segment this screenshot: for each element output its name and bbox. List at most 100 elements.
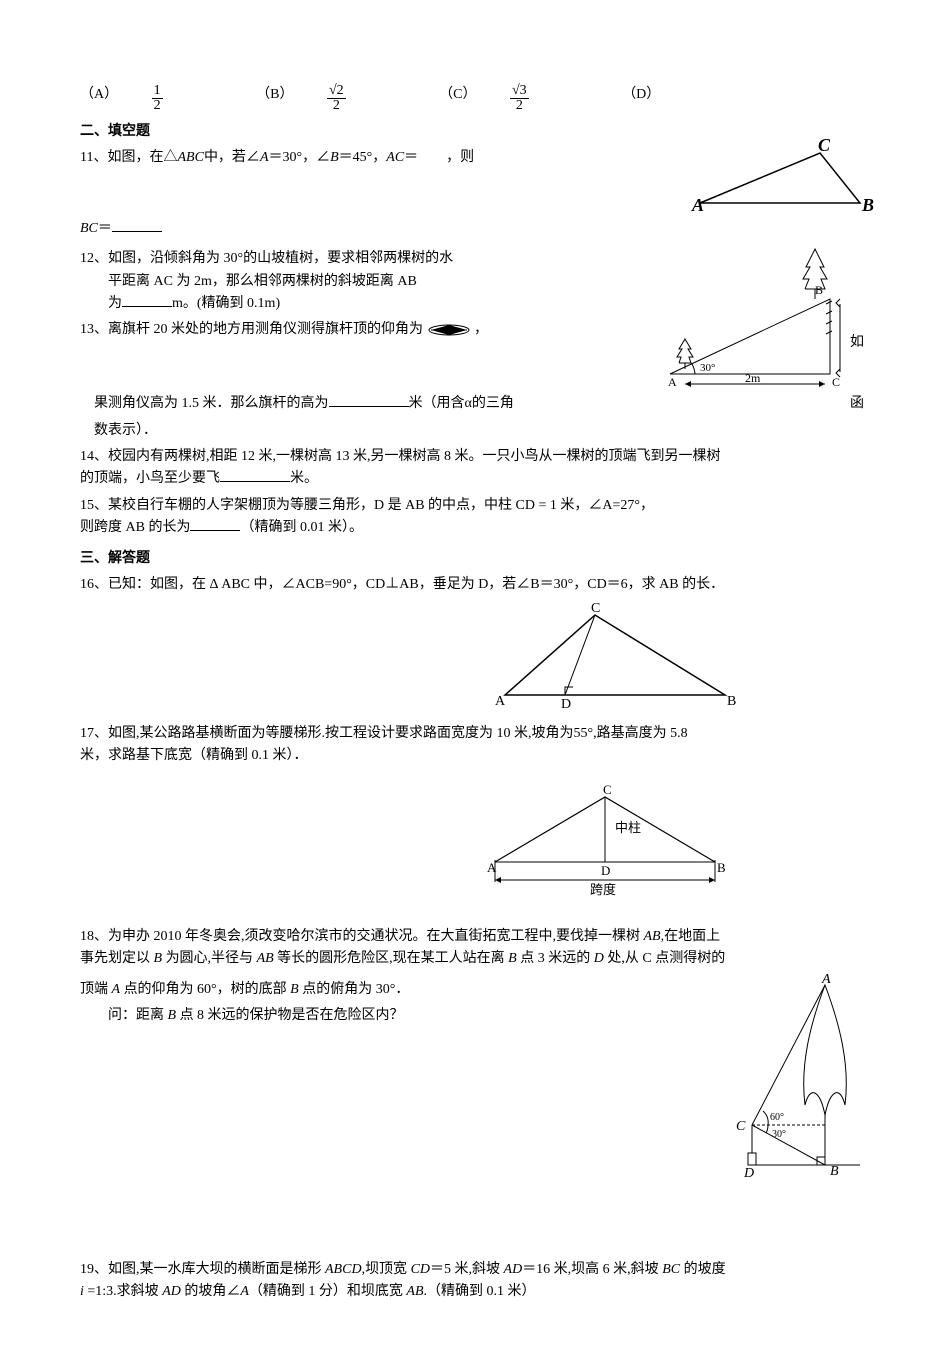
lbl-B: B [830, 1164, 839, 1179]
fig-triangle-abc: A B C [690, 143, 870, 223]
t: AB [406, 1284, 423, 1299]
lbl-A: A [691, 195, 704, 215]
t: BC [80, 221, 98, 236]
q12-l2: 平距离 AC 为 2m，那么相邻两棵树的斜坡距离 AB [80, 271, 650, 293]
lbl-D: D [601, 863, 610, 878]
a60: 60° [770, 1112, 784, 1123]
t: 11、如图，在△ [80, 150, 177, 165]
t: ＝5 米,斜坡 [430, 1262, 504, 1277]
t: AB [257, 951, 274, 966]
t: 18、为申办 2010 年冬奥会,须改变哈尔滨市的交通状况。在大直街拓宽工程中,… [80, 929, 644, 944]
opt-d: （D） [622, 84, 690, 106]
t: 果测角仪高为 1.5 米．那么旗杆的高为 [80, 396, 329, 411]
opt-d-label: （D） [622, 84, 660, 106]
fig-trees-slope: 30° A B C 2m [650, 244, 850, 389]
frac-c: √3 2 [510, 84, 559, 113]
lbl-C: C [818, 135, 831, 155]
q11-cont: BC＝ [80, 218, 690, 240]
fig-tree-danger: 60° 30° A B C D [730, 975, 870, 1195]
den: 2 [327, 99, 346, 113]
num: √2 [327, 84, 346, 99]
t: B [154, 951, 163, 966]
fig-iso-triangle-span: C A D B 中柱 跨度 [475, 782, 735, 902]
t: 13、离旗杆 20 米处的地方用测角仪测得旗杆顶的仰角为 [80, 322, 423, 337]
t: 处,从 C 点测得树的 [604, 951, 725, 966]
t: 米。 [290, 471, 318, 486]
t: 事先划定以 [80, 951, 154, 966]
q14: 14、校园内有两棵树,相距 12 米,一棵树高 13 米,另一棵树高 8 米。一… [80, 446, 870, 491]
span: 跨度 [590, 882, 616, 897]
den: 2 [510, 99, 529, 113]
t: 的坡角∠ [181, 1284, 241, 1299]
q16: 16、已知：如图，在 Δ ABC 中，∠ACB=90°，CD⊥AB，垂足为 D，… [80, 574, 870, 596]
t: AD [162, 1284, 181, 1299]
q13-rightcol: 如 [850, 244, 870, 354]
section-solve: 三、解答题 [80, 548, 870, 570]
opt-b: （B） √2 2 [256, 84, 406, 113]
t: 为圆心,半径与 [162, 951, 257, 966]
t: B [330, 150, 339, 165]
t: AB [644, 929, 661, 944]
blank [329, 406, 409, 407]
fig-right-triangle-cd: A B C D [485, 600, 745, 710]
t: AD [504, 1262, 523, 1277]
lbl-B: B [717, 860, 726, 875]
t: 点 3 米远的 [517, 951, 594, 966]
a30: 30° [772, 1129, 786, 1140]
t: A [240, 1284, 249, 1299]
mc-options: （A） 1 2 （B） √2 2 （C） √3 2 （D） [80, 84, 870, 113]
t: 的坡度 [680, 1262, 726, 1277]
t: 则跨度 AB 的长为 [80, 520, 190, 535]
q13: 13、离旗杆 20 米处的地方用测角仪测得旗杆顶的仰角为 ， [80, 319, 650, 341]
t: ABCD [325, 1262, 362, 1277]
frac-b: √2 2 [327, 84, 376, 113]
t: （精确到 0.01 米）。 [240, 520, 363, 535]
lbl-C: C [736, 1119, 746, 1134]
t: 问：距离 [108, 1008, 168, 1023]
frac-a: 1 2 [152, 84, 193, 113]
t: BC [662, 1262, 680, 1277]
lbl-B: B [727, 694, 736, 709]
t: 12、如图，沿倾斜角为 30°的山坡植树，要求相邻两棵树的水 [80, 248, 650, 270]
q18: 18、为申办 2010 年冬奥会,须改变哈尔滨市的交通状况。在大直街拓宽工程中,… [80, 926, 870, 971]
t: ,在地面上 [661, 929, 721, 944]
t: 如 [850, 332, 870, 354]
lbl-D: D [743, 1166, 754, 1181]
lbl-A: A [821, 972, 831, 987]
den: 2 [152, 99, 163, 113]
q19: 19、如图,某一水库大坝的横断面是梯形 ABCD,坝顶宽 CD＝5 米,斜坡 A… [80, 1259, 870, 1304]
t: .（精确到 0.1 米） [424, 1284, 536, 1299]
t: 14、校园内有两棵树,相距 12 米,一棵树高 13 米,另一棵树高 8 米。一… [80, 449, 721, 464]
t: 19、如图,某一水库大坝的横断面是梯形 [80, 1262, 325, 1277]
dist: 2m [745, 371, 761, 385]
t: 为 [108, 296, 122, 311]
q12-l3: 为m。(精确到 0.1m) [80, 293, 650, 315]
q17: 17、如图,某公路路基横断面为等腰梯形.按工程设计要求路面宽度为 10 米,坡角… [80, 723, 870, 768]
q13-cont: 果测角仪高为 1.5 米．那么旗杆的高为 米（用含α的三角 函 [80, 393, 870, 415]
num: √3 [510, 84, 529, 99]
lbl-A: A [668, 375, 677, 389]
t: 中，若∠ [204, 150, 260, 165]
t: ＝ ，则 [404, 150, 474, 165]
angle-icon [427, 323, 471, 337]
t: 的顶端，小鸟至少要飞 [80, 471, 220, 486]
t: B [290, 982, 299, 997]
t: ＝ [98, 221, 112, 236]
t: 米，求路基下底宽（精确到 0.1 米）． [80, 748, 308, 763]
blank [190, 530, 240, 531]
q15: 15、某校自行车棚的人字架棚顶为等腰三角形，D 是 AB 的中点，中柱 CD =… [80, 495, 870, 540]
t: 等长的圆形危险区,现在某工人站在离 [274, 951, 509, 966]
num: 1 [152, 84, 163, 99]
t: A [260, 150, 269, 165]
t: 米（用含α的三角 [409, 396, 514, 411]
fig16-wrap: A B C D [80, 600, 870, 718]
opt-a-label: （A） [80, 84, 118, 106]
opt-c-label: （C） [439, 84, 476, 106]
t: 函 [850, 393, 870, 415]
t: 平距离 AC 为 2m，那么相邻两棵树的斜坡距离 AB [108, 274, 417, 289]
mid: 中柱 [615, 820, 641, 835]
opt-b-label: （B） [256, 84, 293, 106]
t: 点的仰角为 60°，树的底部 [120, 982, 290, 997]
lbl-C: C [591, 601, 600, 616]
fig17-wrap: C A D B 中柱 跨度 [80, 782, 870, 910]
